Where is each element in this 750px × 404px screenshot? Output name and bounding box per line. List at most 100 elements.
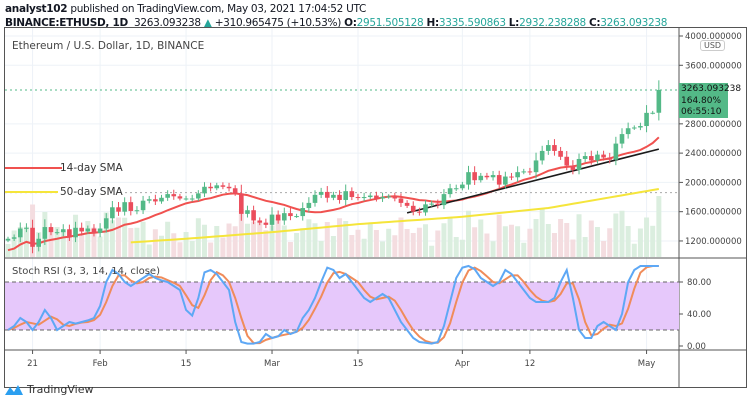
candle — [214, 182, 220, 191]
volume-bar — [318, 241, 324, 257]
volume-bar — [650, 225, 656, 257]
candle-body — [601, 154, 606, 158]
candle-body — [183, 198, 189, 200]
candle — [355, 193, 361, 201]
volume-bar — [404, 229, 410, 257]
candle — [288, 208, 293, 221]
candle-body — [134, 210, 140, 212]
volume-bar — [570, 239, 576, 257]
candle — [153, 194, 158, 206]
candle — [67, 224, 72, 241]
volume-bar — [564, 223, 570, 257]
candle — [546, 140, 551, 155]
candle-body — [239, 193, 244, 214]
candle — [607, 152, 613, 164]
chart-frame — [4, 27, 747, 388]
candle — [404, 200, 410, 208]
volume-bar — [238, 209, 244, 257]
candle-body — [42, 227, 48, 239]
volume-bar — [398, 217, 404, 257]
candle — [564, 150, 570, 171]
candle — [380, 192, 385, 202]
volume-bar — [220, 237, 226, 257]
candle — [122, 197, 127, 216]
volume-bar — [244, 223, 250, 257]
volume-bar — [91, 227, 97, 257]
candle — [613, 136, 619, 166]
candle-body — [533, 160, 539, 173]
volume-bar — [594, 227, 600, 257]
candle-body — [128, 202, 134, 211]
last-price-label: 3263.093238 164.80% 06:55:10 — [679, 83, 741, 118]
candle — [275, 210, 281, 224]
candle — [410, 201, 416, 216]
candle — [595, 150, 600, 164]
candle — [73, 221, 78, 243]
candle — [208, 182, 213, 192]
symbol: BINANCE:ETHUSD, 1D — [5, 17, 128, 29]
volume-bar — [171, 233, 177, 257]
volume-bar — [656, 196, 662, 257]
volume-bar — [373, 230, 379, 257]
candle — [324, 186, 330, 203]
volume-bar — [312, 223, 318, 257]
candle-body — [202, 186, 207, 194]
candle — [140, 195, 146, 215]
volume-bar — [447, 218, 453, 257]
volume-bar — [103, 212, 109, 257]
candle-body — [312, 194, 318, 203]
price-tick-label: 3600.000000 — [685, 61, 742, 71]
candle-body — [343, 191, 348, 200]
author[interactable]: analyst102 — [5, 3, 68, 15]
volume-bar — [601, 241, 607, 257]
candle-body — [392, 196, 398, 199]
candle-body — [466, 172, 471, 185]
candle — [97, 223, 103, 238]
candle — [582, 152, 588, 163]
candle-body — [558, 150, 563, 157]
currency-button[interactable]: USD — [700, 40, 726, 51]
candle — [245, 205, 250, 218]
volume-bar — [152, 229, 158, 257]
volume-bar — [472, 227, 478, 257]
candle — [337, 190, 342, 204]
candle-body — [146, 199, 152, 201]
low-value: 2932.238288 — [519, 17, 586, 29]
candle — [644, 105, 649, 133]
volume-bar — [5, 243, 11, 257]
close-value: 3263.093238 — [600, 17, 668, 29]
candle — [36, 233, 41, 252]
candle — [349, 187, 355, 201]
candle-body — [619, 134, 625, 144]
volume-bar — [644, 217, 650, 257]
candle-body — [625, 128, 631, 135]
close-label: C: — [588, 17, 601, 29]
publish-info: published on TradingView.com, May 03, 20… — [70, 3, 367, 15]
stoch-tick-label: 80.00 — [687, 278, 711, 288]
candle — [91, 224, 97, 237]
candle-body — [67, 229, 72, 238]
tradingview-logo[interactable]: TradingView — [4, 383, 93, 396]
candle-body — [275, 214, 281, 221]
candle — [361, 192, 367, 202]
candle-body — [521, 171, 527, 173]
price-tick-label: 2800.000000 — [685, 120, 742, 130]
candle-body — [527, 171, 533, 173]
candle — [48, 223, 54, 236]
candle — [466, 165, 471, 190]
candle-body — [226, 186, 232, 189]
candle — [306, 197, 312, 213]
volume-bar — [386, 228, 392, 257]
time-tick-label: May — [638, 359, 656, 369]
candle — [54, 228, 60, 235]
candle — [165, 190, 170, 201]
price-tick-label: 2000.000000 — [685, 178, 742, 188]
volume-bar — [122, 217, 128, 257]
candle-body — [116, 207, 121, 212]
candle — [318, 187, 324, 199]
volume-bar — [619, 210, 625, 257]
trend-line — [406, 148, 660, 214]
volume-bar — [441, 223, 447, 257]
volume-bar — [251, 221, 257, 257]
